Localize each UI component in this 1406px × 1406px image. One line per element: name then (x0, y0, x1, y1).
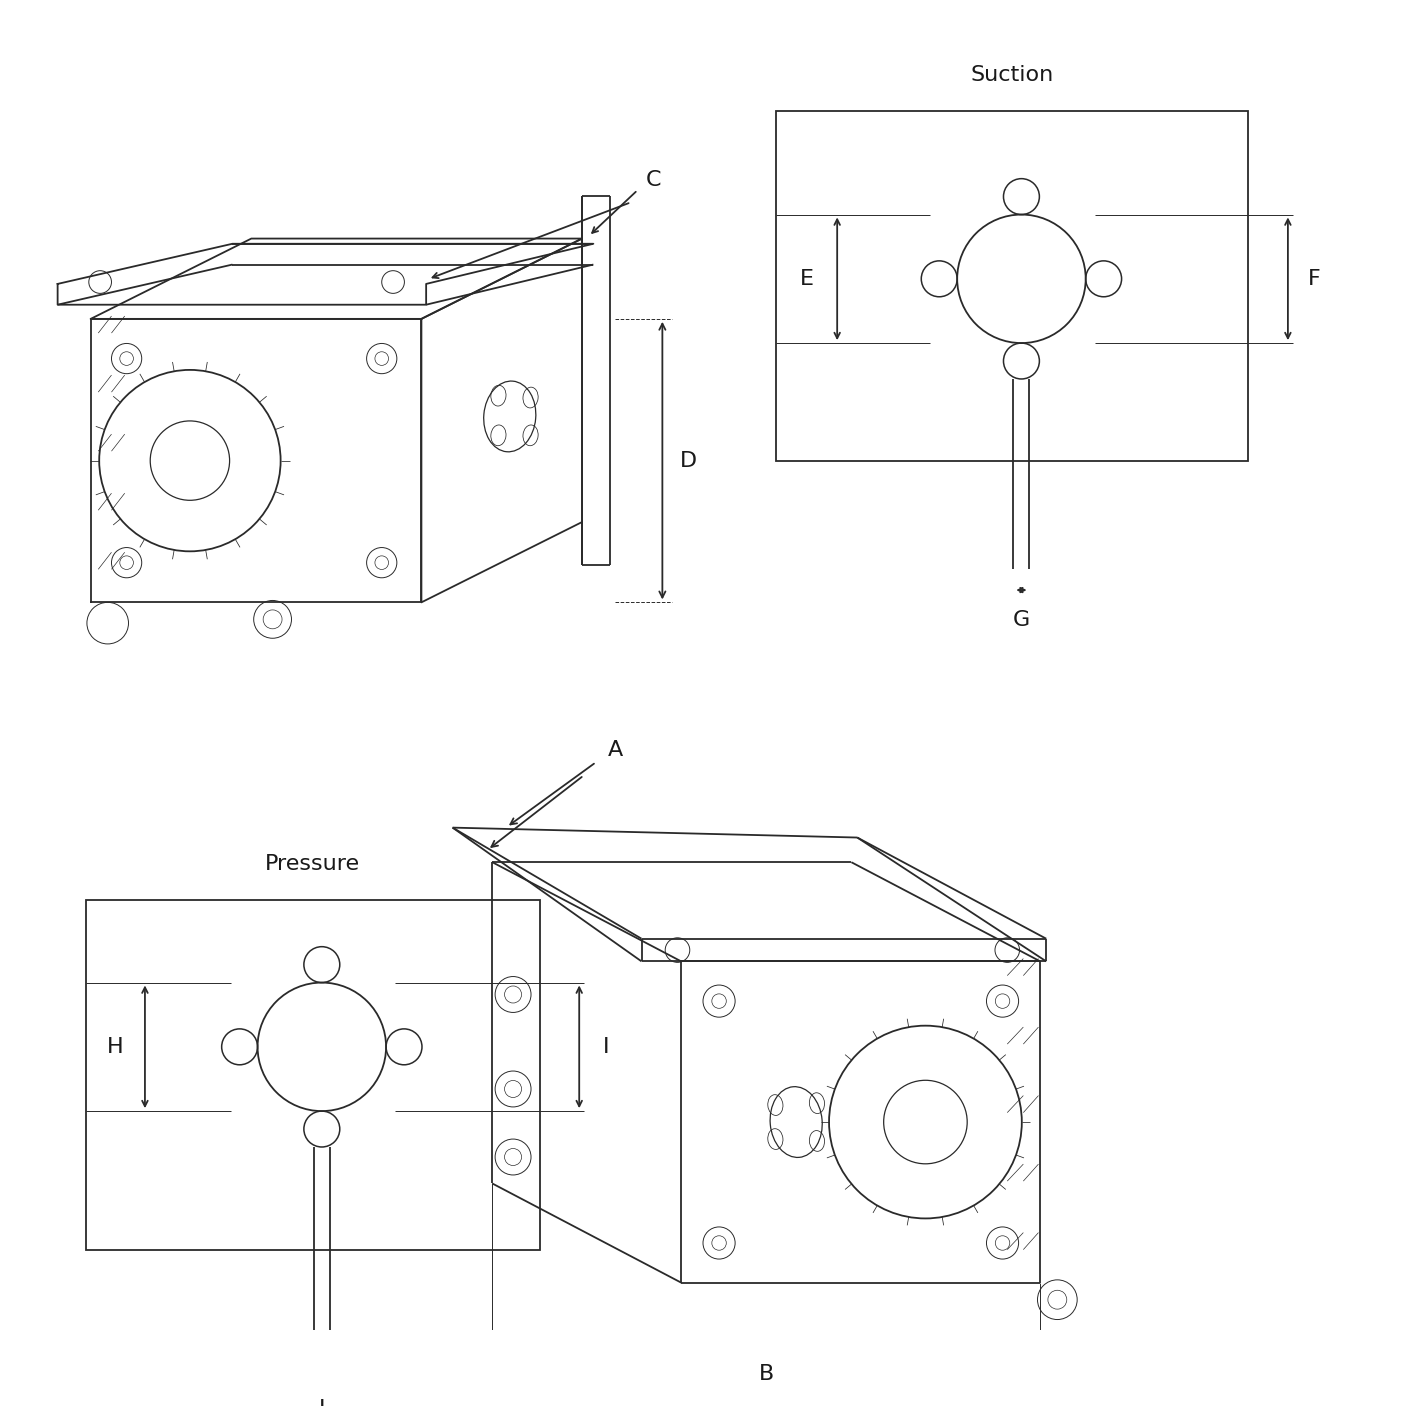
Text: D: D (681, 450, 697, 471)
Text: H: H (107, 1036, 124, 1057)
Bar (776, 111, 1249, 461)
Text: B: B (759, 1364, 773, 1385)
Text: G: G (1012, 610, 1031, 630)
Text: F: F (1308, 269, 1320, 288)
Text: I: I (602, 1036, 609, 1057)
Text: C: C (647, 170, 662, 190)
Text: E: E (800, 269, 814, 288)
Text: Suction: Suction (970, 65, 1053, 86)
Text: J: J (319, 1399, 325, 1406)
Text: A: A (607, 740, 623, 759)
Text: Pressure: Pressure (266, 853, 360, 875)
Bar (86, 900, 540, 1250)
